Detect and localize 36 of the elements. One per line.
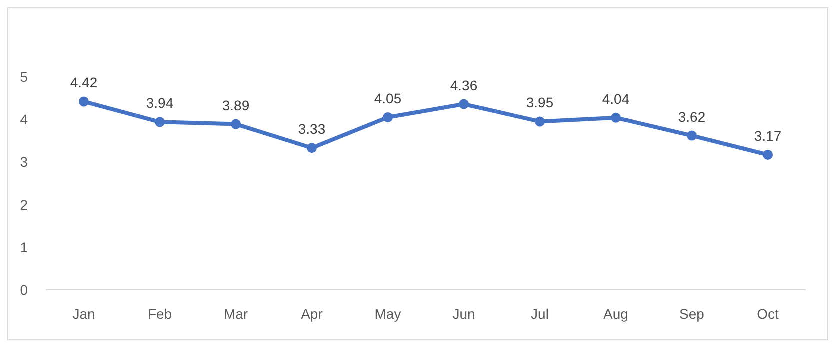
point: [763, 150, 773, 160]
x-tick-label: Sep: [680, 306, 705, 322]
point: [155, 117, 165, 128]
data-label: 3.17: [754, 128, 782, 144]
x-tick-label: Aug: [604, 306, 628, 322]
point: [383, 112, 393, 122]
data-label: 4.36: [450, 77, 478, 94]
point: [307, 143, 317, 154]
x-tick-label: Mar: [224, 306, 248, 322]
x-tick-label: Feb: [148, 306, 172, 322]
y-tick-label: 0: [20, 282, 28, 298]
data-label: 3.94: [146, 95, 174, 112]
data-label: 3.33: [298, 121, 326, 138]
x-tick-label: May: [374, 306, 402, 322]
x-tick-label: Apr: [301, 306, 324, 322]
point: [535, 116, 545, 127]
data-label: 3.95: [526, 94, 554, 111]
data-label: 3.89: [222, 97, 250, 114]
point: [79, 96, 89, 107]
data-label: 4.05: [374, 90, 402, 106]
y-tick-label: 1: [20, 239, 28, 256]
y-tick-label: 5: [20, 69, 28, 85]
point: [459, 99, 469, 110]
point: [611, 112, 621, 123]
data-label: 4.42: [70, 74, 98, 91]
x-tick-label: Jun: [452, 306, 476, 322]
x-tick-label: Jan: [72, 306, 96, 322]
point: [231, 119, 241, 130]
y-tick-label: 4: [20, 112, 28, 128]
y-tick-label: 2: [20, 196, 28, 213]
point: [687, 130, 697, 141]
x-tick-label: Oct: [757, 306, 779, 322]
y-tick-label: 3: [20, 154, 28, 170]
data-label: 4.04: [602, 90, 630, 107]
x-tick-label: Jul: [531, 306, 549, 322]
data-label: 3.62: [678, 108, 706, 125]
